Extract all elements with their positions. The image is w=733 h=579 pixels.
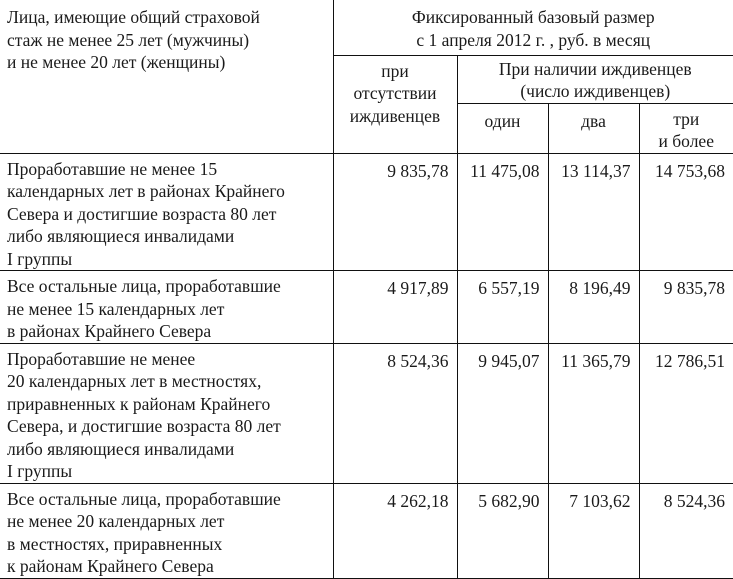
header-two: два [547, 102, 640, 154]
header-with-dependents: При наличии иждивенцев (число иждивенцев… [456, 54, 733, 104]
cell-value: 13 114,37 [547, 152, 640, 271]
cell-value: 8 196,49 [547, 270, 640, 344]
cell-value: 4 917,89 [332, 270, 458, 344]
header-no-dependents: при отсутствии иждивенцев [332, 54, 458, 154]
table-row: Все остальные лица, проработавшие не мен… [0, 482, 733, 579]
table-row: Проработавшие не менее 20 календарных ле… [0, 342, 733, 484]
cell-value: 6 557,19 [456, 270, 549, 344]
cell-value: 7 103,62 [547, 482, 640, 579]
cell-value: 9 835,78 [638, 270, 733, 344]
table-row: Все остальные лица, проработавшие не мен… [0, 270, 733, 344]
header-three-plus: три и более [638, 102, 733, 154]
header-stub: Лица, имеющие общий страховой стаж не ме… [0, 0, 334, 154]
table-row: Проработавшие не менее 15 календарных ле… [0, 152, 733, 271]
cell-value: 8 524,36 [638, 482, 733, 579]
cell-value: 11 365,79 [547, 342, 640, 484]
row-label: Все остальные лица, проработавшие не мен… [0, 270, 334, 344]
row-label: Проработавшие не менее 15 календарных ле… [0, 152, 334, 271]
row-label: Проработавшие не менее 20 календарных ле… [0, 342, 334, 484]
cell-value: 5 682,90 [456, 482, 549, 579]
cell-value: 8 524,36 [332, 342, 458, 484]
header-group: Фиксированный базовый размер с 1 апреля … [332, 0, 733, 56]
cell-value: 12 786,51 [638, 342, 733, 484]
cell-value: 9 835,78 [332, 152, 458, 271]
row-label: Все остальные лица, проработавшие не мен… [0, 482, 334, 579]
cell-value: 14 753,68 [638, 152, 733, 271]
cell-value: 9 945,07 [456, 342, 549, 484]
cell-value: 11 475,08 [456, 152, 549, 271]
cell-value: 4 262,18 [332, 482, 458, 579]
header-one: один [456, 102, 549, 154]
